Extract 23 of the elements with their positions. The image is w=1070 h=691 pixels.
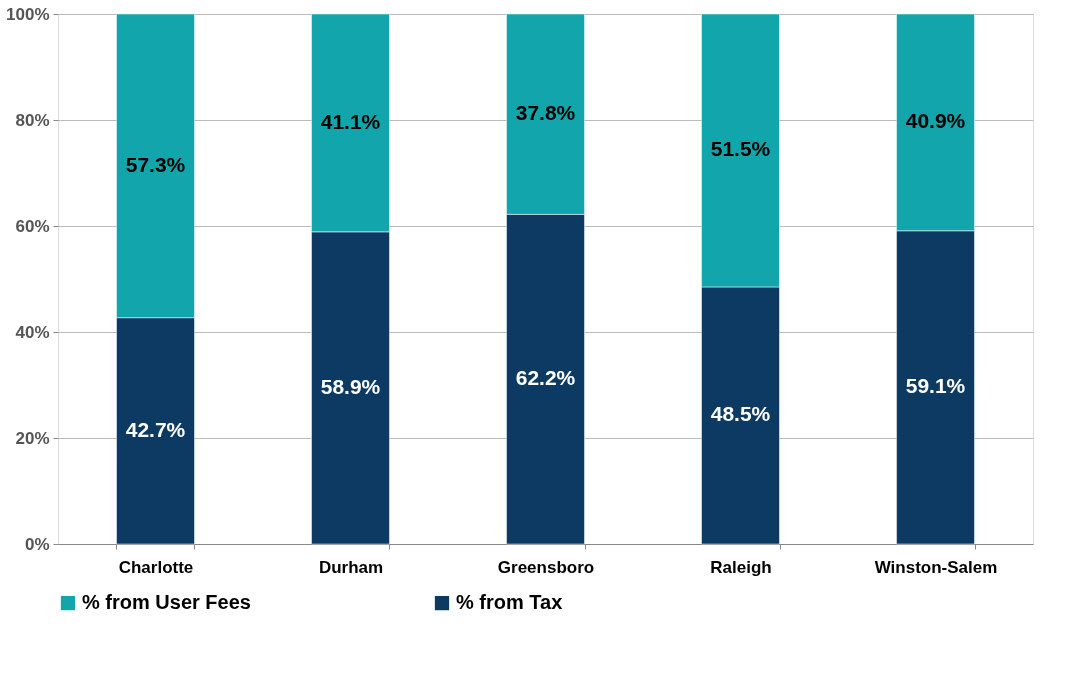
x-tick-label: Winston-Salem xyxy=(874,557,998,577)
x-tick-label: Greensboro xyxy=(497,557,595,577)
x-tick-label: Charlotte xyxy=(118,557,194,577)
data-label: 62.2% xyxy=(515,366,576,390)
y-tick-label: 60% xyxy=(15,216,50,236)
data-label: 48.5% xyxy=(710,402,771,426)
data-label: 59.1% xyxy=(905,374,966,398)
data-label: 41.1% xyxy=(320,109,381,133)
data-label: 57.3% xyxy=(125,152,186,176)
y-tick-label: 100% xyxy=(6,4,50,24)
y-tick-label: 0% xyxy=(24,534,50,554)
y-tick-label: 20% xyxy=(15,428,50,448)
data-label: 58.9% xyxy=(320,374,381,398)
y-tick-label: 40% xyxy=(15,322,50,342)
x-tick-label: Durham xyxy=(318,557,384,577)
y-tick-label: 80% xyxy=(15,110,50,130)
data-label: 51.5% xyxy=(710,137,771,161)
data-label: 40.9% xyxy=(905,109,966,133)
x-tick-label: Raleigh xyxy=(710,557,772,577)
data-label: 37.8% xyxy=(515,101,576,125)
legend-label: % from User Fees xyxy=(82,591,251,614)
data-label: 42.7% xyxy=(125,417,186,441)
legend-label: % from Tax xyxy=(456,591,563,614)
